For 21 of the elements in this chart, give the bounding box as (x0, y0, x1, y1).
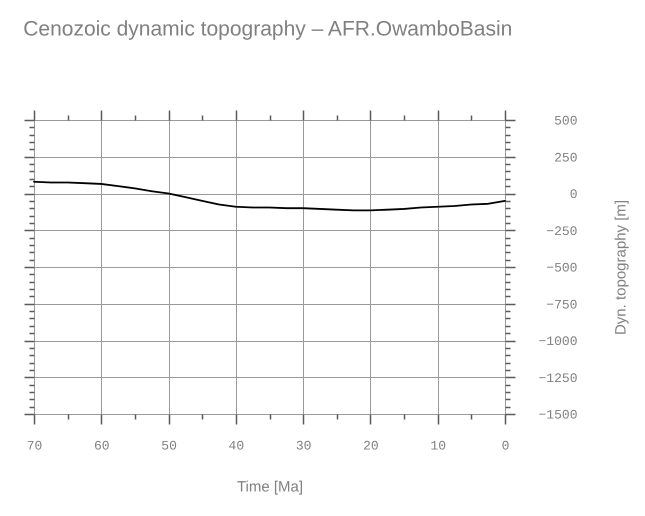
y-tick-label: −750 (546, 297, 578, 312)
y-tick-label: 500 (554, 114, 578, 128)
y-tick-label: 0 (570, 187, 578, 202)
y-tick-label: −250 (546, 224, 578, 239)
y-tick-label: 250 (554, 150, 578, 166)
x-tick-label: 50 (161, 438, 177, 454)
y-axis-title: Dyn. topography [m] (612, 200, 630, 336)
y-tick-label: −1250 (538, 370, 578, 386)
y-tick-label: −1000 (538, 334, 578, 349)
x-tick-label: 70 (26, 438, 42, 454)
x-tick-label: 40 (228, 438, 244, 454)
y-tick-label: −1500 (538, 408, 578, 422)
x-tick-label: 0 (502, 438, 510, 454)
chart-title: Cenozoic dynamic topography – AFR.OwamboBasin (23, 17, 512, 40)
x-axis-title: Time [Ma] (236, 478, 304, 496)
x-tick-label: 60 (94, 438, 110, 454)
y-tick-label: −500 (546, 260, 578, 276)
x-tick-label: 10 (430, 438, 446, 454)
x-tick-label: 20 (363, 438, 379, 454)
x-tick-label: 30 (296, 438, 312, 454)
line-series (33, 180, 506, 212)
